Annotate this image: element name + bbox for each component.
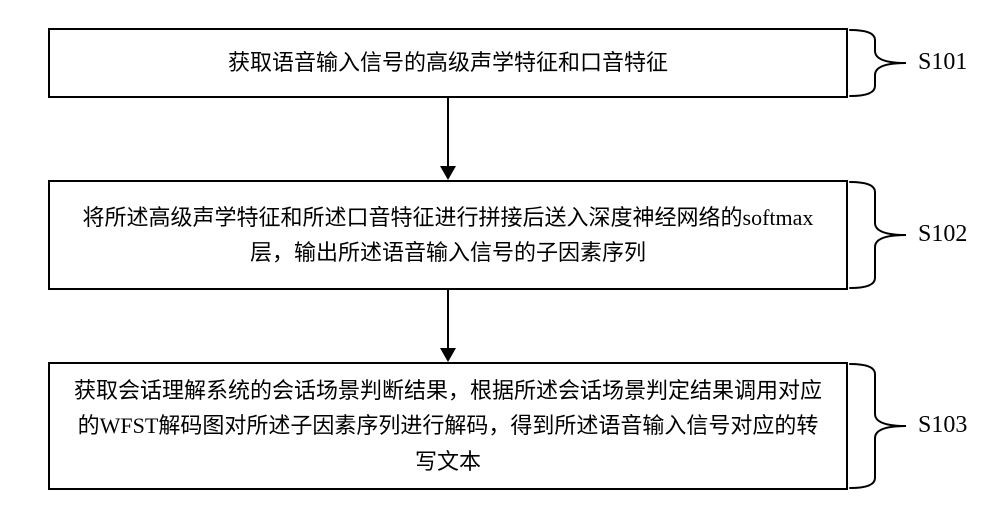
flow-step-box: 获取会话理解系统的会话场景判断结果，根据所述会话场景判定结果调用对应的WFST解… <box>48 362 848 490</box>
step-id-label: S102 <box>918 221 967 248</box>
flow-step-box: 获取语音输入信号的高级声学特征和口音特征 <box>48 28 848 98</box>
step-id-label: S101 <box>918 49 967 76</box>
step-bracket <box>848 362 908 495</box>
step-bracket <box>848 28 908 103</box>
flow-step-text: 获取语音输入信号的高级声学特征和口音特征 <box>228 45 668 80</box>
flow-step-text: 获取会话理解系统的会话场景判断结果，根据所述会话场景判定结果调用对应的WFST解… <box>70 373 826 479</box>
step-id-label: S103 <box>918 412 967 439</box>
step-bracket <box>848 180 908 295</box>
flow-step-box: 将所述高级声学特征和所述口音特征进行拼接后送入深度神经网络的softmax层，输… <box>48 180 848 290</box>
flowchart-container: 获取语音输入信号的高级声学特征和口音特征 S101 将所述高级声学特征和所述口音特征… <box>0 0 1000 505</box>
flow-arrow <box>438 290 458 367</box>
flow-step-text: 将所述高级声学特征和所述口音特征进行拼接后送入深度神经网络的softmax层，输… <box>70 200 826 270</box>
flow-arrow <box>438 98 458 185</box>
